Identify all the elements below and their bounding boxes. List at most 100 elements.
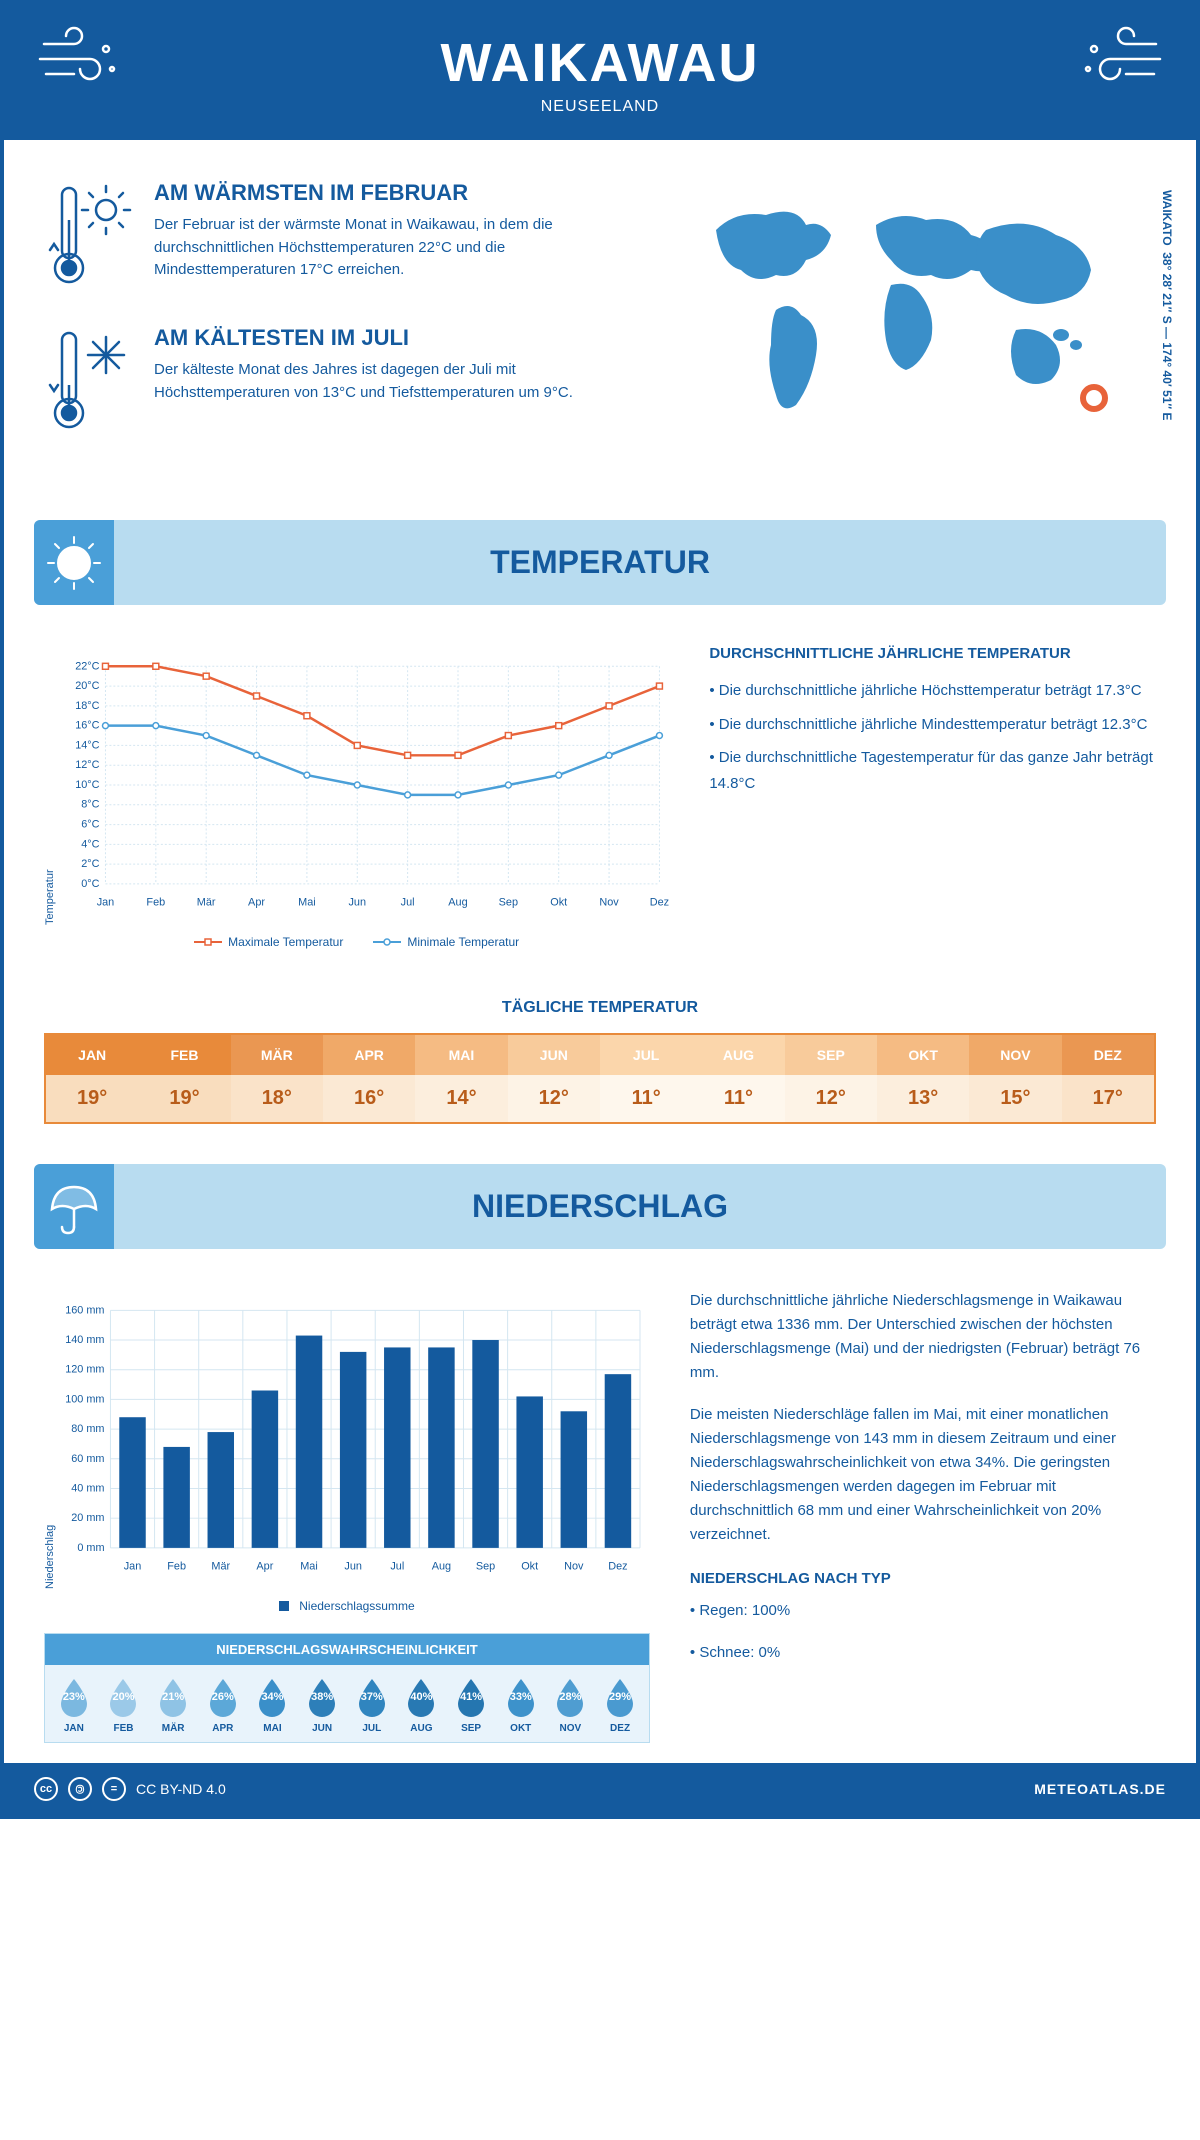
intro-section: AM WÄRMSTEN IM FEBRUAR Der Februar ist d… (4, 140, 1196, 500)
svg-text:Jan: Jan (97, 897, 115, 909)
svg-text:Jun: Jun (348, 897, 366, 909)
precipitation-probability: NIEDERSCHLAGSWAHRSCHEINLICHKEIT 23% JAN … (44, 1633, 650, 1743)
temp-value: 18° (231, 1075, 323, 1122)
temp-value: 14° (415, 1075, 507, 1122)
brand-text: METEOATLAS.DE (1034, 1781, 1166, 1797)
footer: cc 🄯 = CC BY-ND 4.0 METEOATLAS.DE (4, 1763, 1196, 1815)
svg-text:0 mm: 0 mm (77, 1542, 104, 1554)
svg-text:14°C: 14°C (75, 739, 99, 751)
temp-value: 17° (1062, 1075, 1154, 1122)
coldest-title: AM KÄLTESTEN IM JULI (154, 325, 646, 351)
coldest-stat: AM KÄLTESTEN IM JULI Der kälteste Monat … (44, 325, 646, 440)
svg-text:40 mm: 40 mm (71, 1482, 104, 1494)
month-header: NOV (969, 1035, 1061, 1075)
temperature-banner: TEMPERATUR (34, 520, 1166, 605)
precipitation-bar-chart: Niederschlag 0 mm20 mm40 mm60 mm80 mm100… (44, 1289, 650, 1589)
month-header: FEB (138, 1035, 230, 1075)
svg-text:Mai: Mai (300, 1561, 318, 1573)
temperature-line-chart: Temperatur 0°C2°C4°C6°C8°C10°C12°C14°C16… (44, 645, 669, 949)
chart-svg: 0 mm20 mm40 mm60 mm80 mm100 mm120 mm140 … (56, 1289, 650, 1589)
wind-icon (34, 24, 124, 99)
temp-value: 11° (600, 1075, 692, 1122)
license-text: CC BY-ND 4.0 (136, 1781, 226, 1797)
precipitation-banner: NIEDERSCHLAG (34, 1164, 1166, 1249)
prob-cell: 23% JAN (49, 1677, 99, 1734)
svg-text:8°C: 8°C (81, 799, 99, 811)
month-header: SEP (785, 1035, 877, 1075)
temp-value: 19° (46, 1075, 138, 1122)
svg-text:20°C: 20°C (75, 680, 99, 692)
month-header: DEZ (1062, 1035, 1154, 1075)
svg-text:18°C: 18°C (75, 700, 99, 712)
svg-text:Feb: Feb (146, 897, 165, 909)
prob-cell: 40% AUG (397, 1677, 447, 1734)
legend-precip: Niederschlagssumme (279, 1599, 414, 1613)
warmest-stat: AM WÄRMSTEN IM FEBRUAR Der Februar ist d… (44, 180, 646, 295)
svg-text:Nov: Nov (564, 1561, 584, 1573)
daily-temp-table: JANFEBMÄRAPRMAIJUNJULAUGSEPOKTNOVDEZ 19°… (44, 1033, 1156, 1124)
prob-cell: 41% SEP (446, 1677, 496, 1734)
prob-cell: 26% APR (198, 1677, 248, 1734)
svg-text:120 mm: 120 mm (65, 1364, 104, 1376)
month-header: MAI (415, 1035, 507, 1075)
svg-text:60 mm: 60 mm (71, 1453, 104, 1465)
temperature-info: DURCHSCHNITTLICHE JÄHRLICHE TEMPERATUR •… (709, 645, 1156, 949)
temp-value: 12° (785, 1075, 877, 1122)
svg-text:0°C: 0°C (81, 878, 99, 890)
month-header: JUN (508, 1035, 600, 1075)
nd-icon: = (102, 1777, 126, 1801)
svg-text:Aug: Aug (448, 897, 467, 909)
by-icon: 🄯 (68, 1777, 92, 1801)
legend-min: Minimale Temperatur (373, 935, 519, 949)
svg-text:4°C: 4°C (81, 838, 99, 850)
svg-text:Nov: Nov (599, 897, 619, 909)
svg-text:Sep: Sep (476, 1561, 495, 1573)
month-header: OKT (877, 1035, 969, 1075)
prob-cell: 34% MAI (248, 1677, 298, 1734)
legend-max: Maximale Temperatur (194, 935, 343, 949)
wind-icon (1076, 24, 1166, 99)
prob-cell: 20% FEB (99, 1677, 149, 1734)
svg-text:Sep: Sep (499, 897, 518, 909)
svg-text:Dez: Dez (608, 1561, 627, 1573)
svg-text:Mär: Mär (197, 897, 216, 909)
header: WAIKAWAU NEUSEELAND (4, 4, 1196, 140)
svg-text:Apr: Apr (248, 897, 265, 909)
coldest-text: Der kälteste Monat des Jahres ist dagege… (154, 359, 646, 404)
svg-text:Okt: Okt (550, 897, 567, 909)
infographic-page: WAIKAWAU NEUSEELAND AM WÄRMSTEN IM FEB (0, 0, 1200, 1819)
temp-value: 16° (323, 1075, 415, 1122)
world-map: WAIKATO 38° 28′ 21″ S — 174° 40′ 51″ E (676, 180, 1156, 470)
country-subtitle: NEUSEELAND (24, 98, 1176, 116)
svg-text:Jun: Jun (344, 1561, 362, 1573)
thermometer-snow-icon (44, 325, 134, 440)
month-header: AUG (692, 1035, 784, 1075)
prob-cell: 28% NOV (546, 1677, 596, 1734)
svg-text:Jan: Jan (124, 1561, 142, 1573)
precipitation-text: Die durchschnittliche jährliche Niedersc… (690, 1289, 1156, 1743)
chart-svg: 0°C2°C4°C6°C8°C10°C12°C14°C16°C18°C20°C2… (56, 645, 669, 925)
svg-text:12°C: 12°C (75, 759, 99, 771)
prob-cell: 38% JUN (297, 1677, 347, 1734)
thermometer-sun-icon (44, 180, 134, 295)
coordinates: WAIKATO 38° 28′ 21″ S — 174° 40′ 51″ E (1160, 190, 1174, 421)
svg-text:Jul: Jul (401, 897, 415, 909)
prob-cell: 33% OKT (496, 1677, 546, 1734)
svg-text:16°C: 16°C (75, 720, 99, 732)
prob-cell: 37% JUL (347, 1677, 397, 1734)
month-header: MÄR (231, 1035, 323, 1075)
svg-text:80 mm: 80 mm (71, 1423, 104, 1435)
warmest-text: Der Februar ist der wärmste Monat in Wai… (154, 214, 646, 282)
svg-text:100 mm: 100 mm (65, 1393, 104, 1405)
svg-text:22°C: 22°C (75, 660, 99, 672)
month-header: JAN (46, 1035, 138, 1075)
svg-text:160 mm: 160 mm (65, 1304, 104, 1316)
location-title: WAIKAWAU (24, 32, 1176, 94)
umbrella-icon (34, 1164, 114, 1249)
temp-value: 12° (508, 1075, 600, 1122)
prob-cell: 29% DEZ (595, 1677, 645, 1734)
svg-text:Okt: Okt (521, 1561, 538, 1573)
svg-text:Mär: Mär (211, 1561, 230, 1573)
svg-text:6°C: 6°C (81, 819, 99, 831)
warmest-title: AM WÄRMSTEN IM FEBRUAR (154, 180, 646, 206)
